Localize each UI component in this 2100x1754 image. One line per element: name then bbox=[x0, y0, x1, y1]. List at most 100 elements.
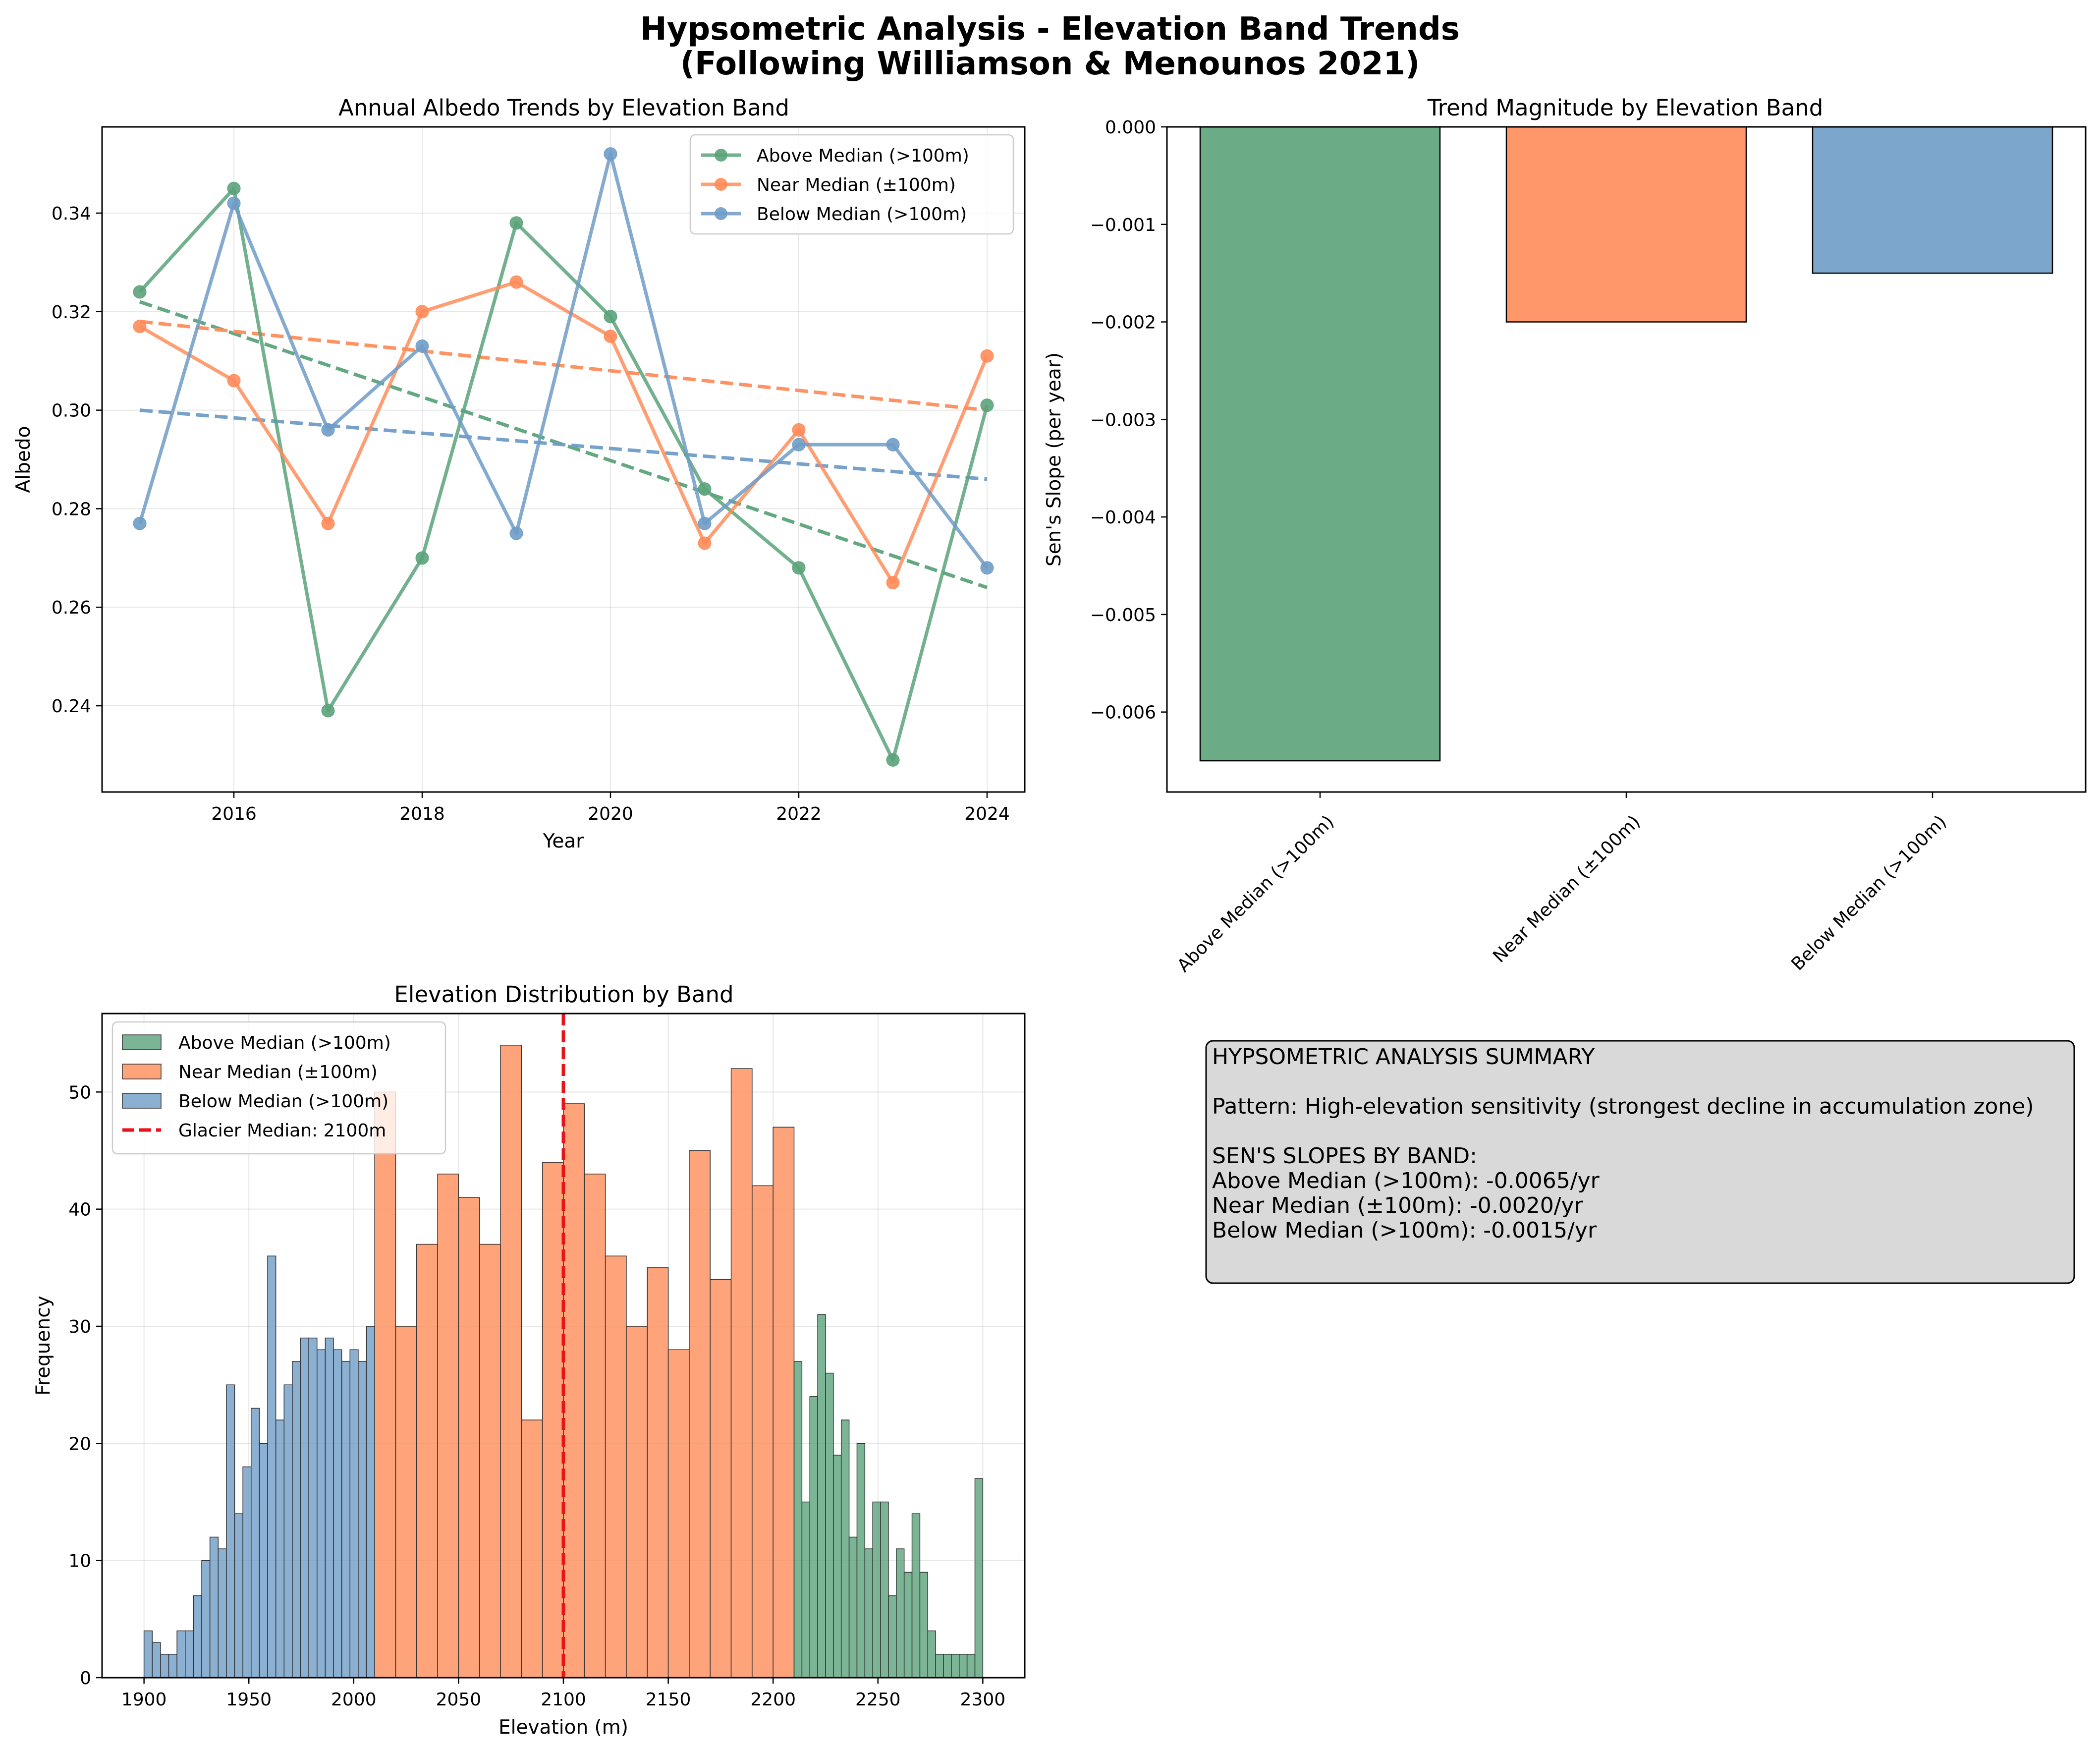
albedo-point-above bbox=[886, 753, 900, 767]
histogram-bar-below bbox=[226, 1384, 235, 1678]
albedo-legend-label-near: Near Median (±100m) bbox=[757, 175, 956, 195]
albedo-axes-frame bbox=[101, 126, 1026, 793]
albedo-y-tick-label: 0.28 bbox=[52, 499, 91, 519]
histogram-bar-below bbox=[209, 1536, 219, 1678]
histogram-bar-above bbox=[966, 1653, 976, 1678]
trend-y-tick-label: 0.000 bbox=[1105, 117, 1156, 138]
histogram-x-tick-label: 2300 bbox=[960, 1690, 1006, 1710]
summary-line: Pattern: High-elevation sensitivity (str… bbox=[1212, 1094, 2034, 1119]
histogram-y-label: Frequency bbox=[32, 1296, 55, 1395]
albedo-point-below bbox=[415, 339, 429, 353]
summary-box: HYPSOMETRIC ANALYSIS SUMMARY Pattern: Hig… bbox=[1205, 1040, 2075, 1284]
histogram-bar-below bbox=[152, 1642, 161, 1678]
histogram-bar-near bbox=[458, 1197, 480, 1678]
trend-x-tick-label: Above Median (>100m) bbox=[1173, 811, 1338, 976]
histogram-bar-near bbox=[479, 1244, 501, 1678]
albedo-trend-line-above bbox=[139, 300, 988, 589]
histogram-y-tick-label: 50 bbox=[68, 1082, 91, 1103]
albedo-point-near bbox=[227, 374, 241, 388]
summary-line: Below Median (>100m): -0.0015/yr bbox=[1212, 1218, 1597, 1243]
histogram-y-tick-label: 0 bbox=[80, 1668, 91, 1689]
histogram-bar-below bbox=[267, 1255, 276, 1678]
histogram-bar-below bbox=[349, 1349, 359, 1678]
albedo-point-above bbox=[227, 181, 241, 195]
histogram-bar-near bbox=[710, 1279, 732, 1678]
histogram-bar-near bbox=[437, 1174, 459, 1678]
histogram-ticks: 1900 1950 2000 2050 2100 2150 2200 2250 23000102… bbox=[68, 1082, 1005, 1710]
histogram-x-tick-label: 2100 bbox=[541, 1690, 586, 1710]
histogram-y-tick-label: 30 bbox=[68, 1317, 91, 1337]
trend-bar-below bbox=[1812, 126, 2053, 274]
summary-line: Above Median (>100m): -0.0065/yr bbox=[1212, 1168, 1600, 1193]
trend-y-tick-label: −0.001 bbox=[1090, 215, 1156, 235]
albedo-series-line-below bbox=[138, 152, 989, 569]
histogram-bar-above bbox=[880, 1501, 889, 1678]
trend-y-tick-label: −0.004 bbox=[1090, 508, 1156, 528]
albedo-point-near bbox=[792, 423, 806, 437]
histogram-x-tick-label: 2200 bbox=[750, 1690, 796, 1710]
histogram-bar-above bbox=[888, 1595, 897, 1678]
histogram-bar-above bbox=[903, 1572, 913, 1678]
histogram-bar-below bbox=[325, 1337, 334, 1678]
albedo-trend-line-near bbox=[139, 320, 988, 412]
albedo-point-below bbox=[698, 516, 712, 530]
histogram-bar-near bbox=[500, 1045, 522, 1678]
histogram-bar-below bbox=[300, 1337, 309, 1678]
histogram-bar-above bbox=[935, 1653, 944, 1678]
figure-title-line1: Hypsometric Analysis - Elevation Band Tr… bbox=[640, 11, 1460, 48]
albedo-point-near bbox=[698, 536, 712, 550]
histogram-bar-below bbox=[185, 1630, 194, 1678]
albedo-point-above bbox=[792, 561, 806, 575]
histogram-bar-above bbox=[817, 1314, 826, 1678]
albedo-x-tick-label: 2020 bbox=[588, 804, 633, 824]
histogram-bar-near bbox=[605, 1255, 627, 1678]
histogram-bar-above bbox=[809, 1396, 818, 1678]
histogram-bars bbox=[143, 1045, 984, 1678]
histogram-legend-swatch-above bbox=[122, 1034, 162, 1050]
histogram-bar-below bbox=[333, 1349, 342, 1678]
summary-line: SEN'S SLOPES BY BAND: bbox=[1212, 1143, 1477, 1169]
histogram-title: Elevation Distribution by Band bbox=[394, 981, 733, 1008]
histogram-bar-below bbox=[283, 1384, 293, 1678]
albedo-legend-label-above: Above Median (>100m) bbox=[757, 146, 969, 166]
histogram-bar-below bbox=[218, 1548, 227, 1678]
trend-bars bbox=[1199, 126, 2053, 762]
histogram-bar-below bbox=[176, 1630, 186, 1678]
histogram-bar-above bbox=[959, 1653, 968, 1678]
histogram-x-label: Elevation (m) bbox=[498, 1716, 628, 1739]
summary-box-background bbox=[1205, 1040, 2075, 1284]
histogram-bar-near bbox=[521, 1419, 543, 1678]
histogram-bar-above bbox=[848, 1536, 858, 1678]
histogram-bar-below bbox=[160, 1653, 169, 1678]
albedo-series bbox=[133, 147, 994, 767]
albedo-point-near bbox=[604, 329, 617, 343]
albedo-point-below bbox=[321, 423, 335, 437]
albedo-point-above bbox=[509, 216, 523, 230]
histogram-bar-below bbox=[168, 1653, 177, 1678]
albedo-point-near bbox=[509, 275, 523, 289]
trend-bar-near bbox=[1505, 126, 1747, 323]
albedo-x-tick-label: 2018 bbox=[399, 804, 445, 824]
albedo-chart-title: Annual Albedo Trends by Elevation Band bbox=[338, 95, 789, 121]
histogram-bar-above bbox=[911, 1513, 921, 1678]
albedo-y-tick-label: 0.32 bbox=[52, 302, 91, 323]
trend-y-tick-label: −0.006 bbox=[1090, 703, 1156, 723]
albedo-point-below bbox=[509, 526, 523, 540]
albedo-legend-label-below: Below Median (>100m) bbox=[757, 204, 967, 225]
albedo-point-above bbox=[321, 704, 335, 718]
histogram-bar-near bbox=[563, 1103, 585, 1678]
albedo-series-line-above bbox=[138, 186, 989, 762]
histogram-legend-label-below: Below Median (>100m) bbox=[178, 1091, 388, 1112]
histogram-legend-swatch-below bbox=[122, 1093, 162, 1109]
albedo-point-near bbox=[415, 305, 429, 319]
albedo-y-tick-label: 0.26 bbox=[52, 598, 91, 618]
elevation-histogram-chart: Elevation Distribution by Band 1900 1950 2… bbox=[32, 981, 1026, 1739]
histogram-x-tick-label: 2150 bbox=[646, 1690, 691, 1710]
histogram-x-tick-label: 1900 bbox=[121, 1690, 167, 1710]
albedo-y-label: Albedo bbox=[12, 426, 35, 493]
histogram-legend-label-median: Glacier Median: 2100m bbox=[178, 1121, 386, 1141]
albedo-point-near bbox=[886, 576, 900, 590]
histogram-bar-below bbox=[275, 1419, 285, 1678]
histogram-bar-near bbox=[667, 1349, 690, 1678]
albedo-ticks: 2016 2018 2020 2022 2024 0.24 0.26 0.28 0.30 0.32… bbox=[52, 204, 1010, 824]
